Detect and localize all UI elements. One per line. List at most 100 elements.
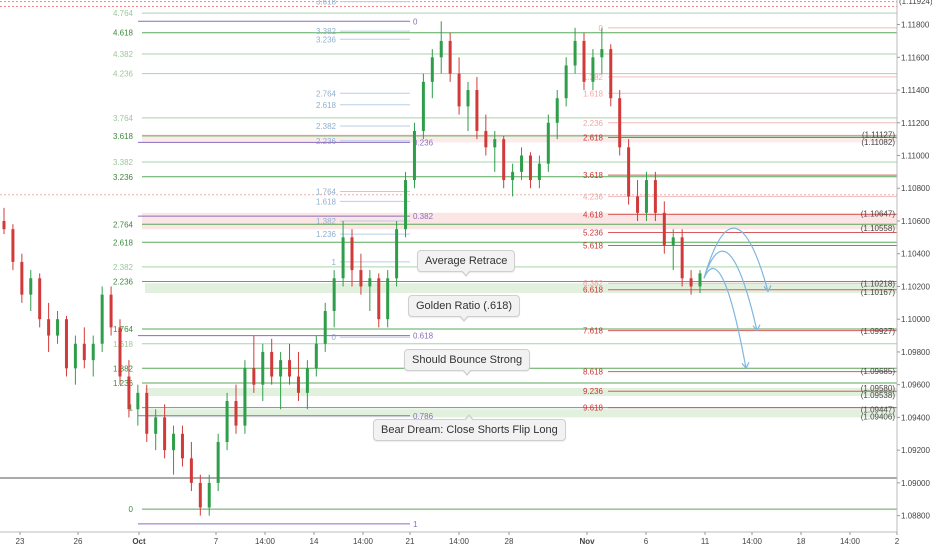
candle-body bbox=[91, 343, 95, 361]
candle-body bbox=[305, 368, 309, 393]
x-tick-label: 14:00 bbox=[255, 537, 276, 546]
candle-body bbox=[644, 180, 648, 213]
candle-body bbox=[493, 139, 497, 148]
candle-body bbox=[653, 180, 657, 213]
band-red-upper bbox=[142, 134, 897, 143]
fibonacci-levels: 4.7644.6184.3824.2363.7643.6183.3823.236… bbox=[113, 0, 897, 529]
candle-body bbox=[609, 49, 613, 99]
price-label: (1.09447) bbox=[861, 406, 896, 415]
fib-red-label: 0 bbox=[599, 24, 604, 33]
annotation-golden-ratio[interactable]: Golden Ratio (.618) bbox=[408, 295, 520, 322]
band-green-retrace bbox=[145, 283, 897, 294]
band-green-bounce bbox=[145, 387, 897, 397]
fib-green-label: 1.764 bbox=[113, 325, 134, 334]
candle-body bbox=[270, 351, 274, 377]
price-label: (1.09538) bbox=[861, 391, 896, 400]
fib-green-label: 3.764 bbox=[113, 114, 134, 123]
fib-blue-label: 1.382 bbox=[316, 217, 337, 226]
y-tick-label: 1.10400 bbox=[901, 250, 930, 259]
callout-pointer bbox=[461, 270, 472, 277]
candle-body bbox=[109, 294, 113, 328]
fib-red-label: 3.618 bbox=[583, 171, 604, 180]
candle-body bbox=[511, 171, 515, 181]
candle-body bbox=[20, 261, 24, 295]
band-green-low bbox=[145, 409, 897, 418]
y-tick-label: 1.09600 bbox=[901, 381, 930, 390]
price-label: (1.09685) bbox=[861, 367, 896, 376]
fib-green-label: 4.764 bbox=[113, 9, 134, 18]
candle-body bbox=[234, 401, 238, 426]
fib-green-label: 4.236 bbox=[113, 70, 134, 79]
annotation-should-bounce[interactable]: Should Bounce Strong bbox=[404, 349, 531, 376]
x-tick-label: 14:00 bbox=[449, 537, 470, 546]
x-tick-label: 23 bbox=[16, 537, 25, 546]
arrow-head bbox=[752, 324, 761, 332]
candle-body bbox=[537, 163, 541, 181]
candle-body bbox=[386, 278, 390, 320]
candle-body bbox=[163, 417, 167, 451]
fib-green-label: 3.382 bbox=[113, 158, 134, 167]
candle-body bbox=[520, 155, 524, 172]
fib-blue-label: 1 bbox=[332, 258, 337, 267]
y-tick-label: 1.11000 bbox=[901, 152, 930, 161]
price-label: (1.09406) bbox=[861, 412, 896, 421]
fib-green-label: 3.618 bbox=[113, 132, 134, 141]
fib-blue-label: 2.236 bbox=[316, 137, 337, 146]
candle-body bbox=[636, 196, 640, 213]
fib-green-label: 1.382 bbox=[113, 364, 134, 373]
candle-body bbox=[47, 319, 51, 336]
x-tick-label: 18 bbox=[797, 537, 806, 546]
candle-body bbox=[38, 278, 42, 320]
candle-body bbox=[600, 49, 604, 58]
x-tick-label: 14:00 bbox=[353, 537, 374, 546]
candle-body bbox=[430, 57, 434, 82]
candle-body bbox=[225, 401, 229, 442]
fib-purple-label: 1 bbox=[413, 520, 418, 529]
x-tick-label: 6 bbox=[644, 537, 649, 546]
candle-body bbox=[252, 368, 256, 385]
projection-arrow-1 bbox=[703, 227, 769, 292]
annotation-average-retrace[interactable]: Average Retrace bbox=[417, 250, 516, 277]
fib-blue-label: 2.764 bbox=[316, 89, 337, 98]
fib-red-label: 2.236 bbox=[583, 119, 604, 128]
candle-body bbox=[279, 360, 283, 377]
candle-body bbox=[198, 482, 202, 508]
annotation-bear-dream[interactable]: Bear Dream: Close Shorts Flip Long bbox=[373, 414, 566, 441]
candle-body bbox=[457, 73, 461, 107]
fib-purple-label: 0.382 bbox=[413, 212, 434, 221]
candle-body bbox=[502, 139, 506, 181]
fib-purple-label: 0 bbox=[413, 17, 418, 26]
candle-body bbox=[689, 278, 693, 287]
y-top-price-label: (1.11924) bbox=[899, 0, 932, 6]
x-tick-label: 14:00 bbox=[742, 537, 763, 546]
candle-body bbox=[671, 237, 675, 246]
candle-body bbox=[582, 40, 586, 82]
candle-body bbox=[350, 237, 354, 271]
fib-green-label: 1.618 bbox=[113, 340, 134, 349]
arrow-head bbox=[741, 362, 750, 370]
y-axis: 1.11800 1.11600 1.11400 1.11200 1.11000 1.108… bbox=[861, 0, 932, 532]
price-label: (1.11082) bbox=[861, 138, 895, 147]
fib-red-label: 7.618 bbox=[583, 327, 604, 336]
candle-body bbox=[243, 368, 247, 426]
horizontal-lines bbox=[0, 1, 897, 479]
y-tick-label: 1.10200 bbox=[901, 282, 930, 291]
candle-body bbox=[323, 311, 327, 344]
candle-body bbox=[662, 212, 666, 246]
annotation-text: Golden Ratio (.618) bbox=[416, 300, 512, 312]
fib-green-label: 2.764 bbox=[113, 220, 134, 229]
fib-blue-label: 1.236 bbox=[316, 230, 337, 239]
candle-body bbox=[368, 278, 372, 287]
candle-body bbox=[64, 319, 68, 369]
candle-body bbox=[296, 376, 300, 393]
annotation-text: Average Retrace bbox=[425, 255, 508, 267]
fib-blue-label: 2.618 bbox=[316, 101, 337, 110]
fib-red-label: 8.618 bbox=[583, 368, 604, 377]
annotation-text: Bear Dream: Close Shorts Flip Long bbox=[381, 424, 558, 436]
y-tick-label: 1.11400 bbox=[901, 86, 930, 95]
candle-body bbox=[118, 327, 122, 377]
fib-red-label: 6.382 bbox=[583, 279, 604, 288]
candle-body bbox=[466, 90, 470, 107]
y-tick-label: 1.11600 bbox=[901, 53, 930, 62]
x-tick-label: Nov bbox=[579, 537, 595, 546]
